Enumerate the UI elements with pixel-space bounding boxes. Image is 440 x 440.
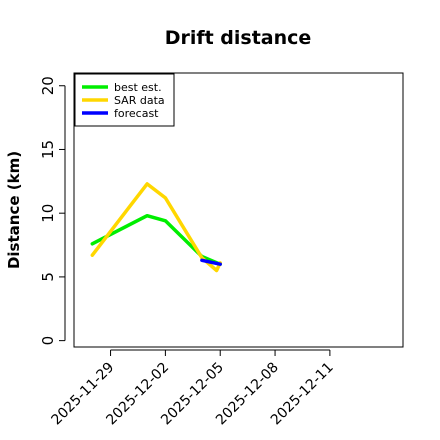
series-line-forecast [200, 258, 222, 266]
y-axis: 0 5 10 15 20 [39, 76, 66, 346]
legend-label: best est. [114, 81, 162, 94]
y-tick-label: 5 [39, 272, 57, 282]
y-tick-label: 15 [39, 140, 57, 159]
y-tick-label: 0 [39, 336, 57, 346]
y-tick-label: 20 [39, 76, 57, 95]
plot-frame [73, 72, 404, 348]
series-line-sar-data [90, 182, 222, 273]
series-line-best-est- [90, 213, 222, 266]
chart-title: Drift distance [165, 27, 312, 49]
y-tick-label: 10 [39, 204, 57, 223]
legend-label: SAR data [114, 94, 165, 107]
x-axis: 2025-11-292025-12-022025-12-052025-12-08… [49, 349, 337, 428]
y-axis-label: Distance (km) [5, 151, 23, 269]
series-layer [90, 182, 222, 273]
legend-label: forecast [114, 107, 159, 120]
